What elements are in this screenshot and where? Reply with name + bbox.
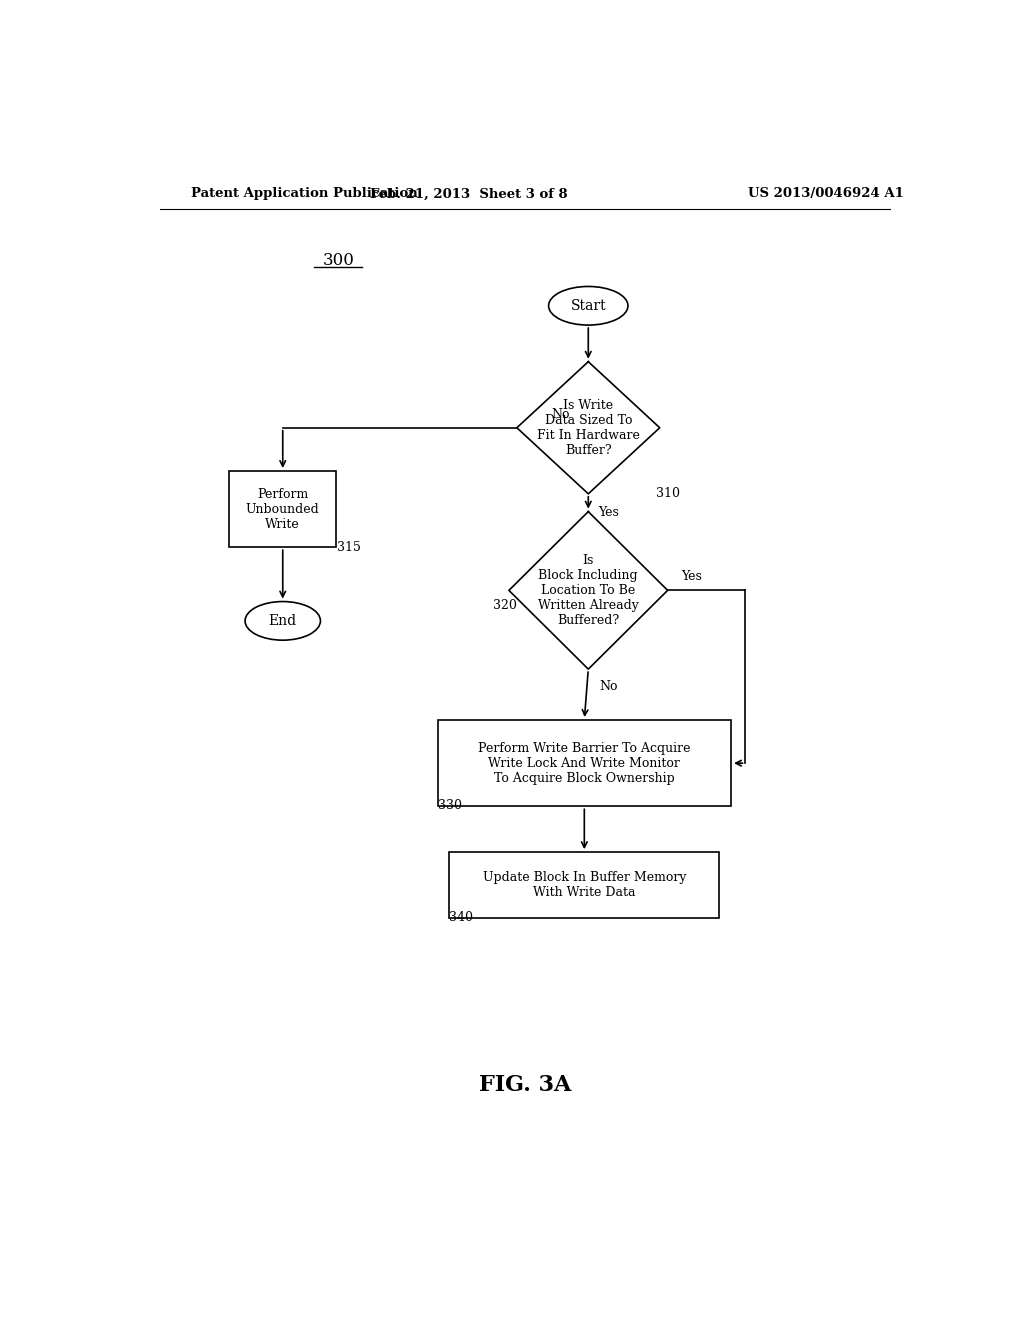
Text: 340: 340 <box>450 911 473 924</box>
Text: Perform Write Barrier To Acquire
Write Lock And Write Monitor
To Acquire Block O: Perform Write Barrier To Acquire Write L… <box>478 742 690 784</box>
Text: Yes: Yes <box>681 570 701 582</box>
Text: Yes: Yes <box>598 506 618 519</box>
Text: Perform
Unbounded
Write: Perform Unbounded Write <box>246 487 319 531</box>
Bar <box>450 853 719 919</box>
Text: Is
Block Including
Location To Be
Written Already
Buffered?: Is Block Including Location To Be Writte… <box>538 554 639 627</box>
Text: Is Write
Data Sized To
Fit In Hardware
Buffer?: Is Write Data Sized To Fit In Hardware B… <box>537 399 640 457</box>
Text: 330: 330 <box>437 800 462 812</box>
Text: Start: Start <box>570 298 606 313</box>
Text: 300: 300 <box>323 252 354 268</box>
Bar <box>229 471 336 548</box>
Text: 310: 310 <box>655 487 680 500</box>
Text: 320: 320 <box>493 599 517 612</box>
Text: Feb. 21, 2013  Sheet 3 of 8: Feb. 21, 2013 Sheet 3 of 8 <box>371 187 568 201</box>
Text: No: No <box>551 408 569 421</box>
Text: End: End <box>268 614 297 628</box>
Text: No: No <box>599 680 617 693</box>
Text: Patent Application Publication: Patent Application Publication <box>191 187 418 201</box>
Text: Update Block In Buffer Memory
With Write Data: Update Block In Buffer Memory With Write… <box>482 871 686 899</box>
Text: US 2013/0046924 A1: US 2013/0046924 A1 <box>749 187 904 201</box>
Text: FIG. 3A: FIG. 3A <box>478 1074 571 1097</box>
Bar <box>437 719 731 807</box>
Text: 315: 315 <box>337 541 360 554</box>
